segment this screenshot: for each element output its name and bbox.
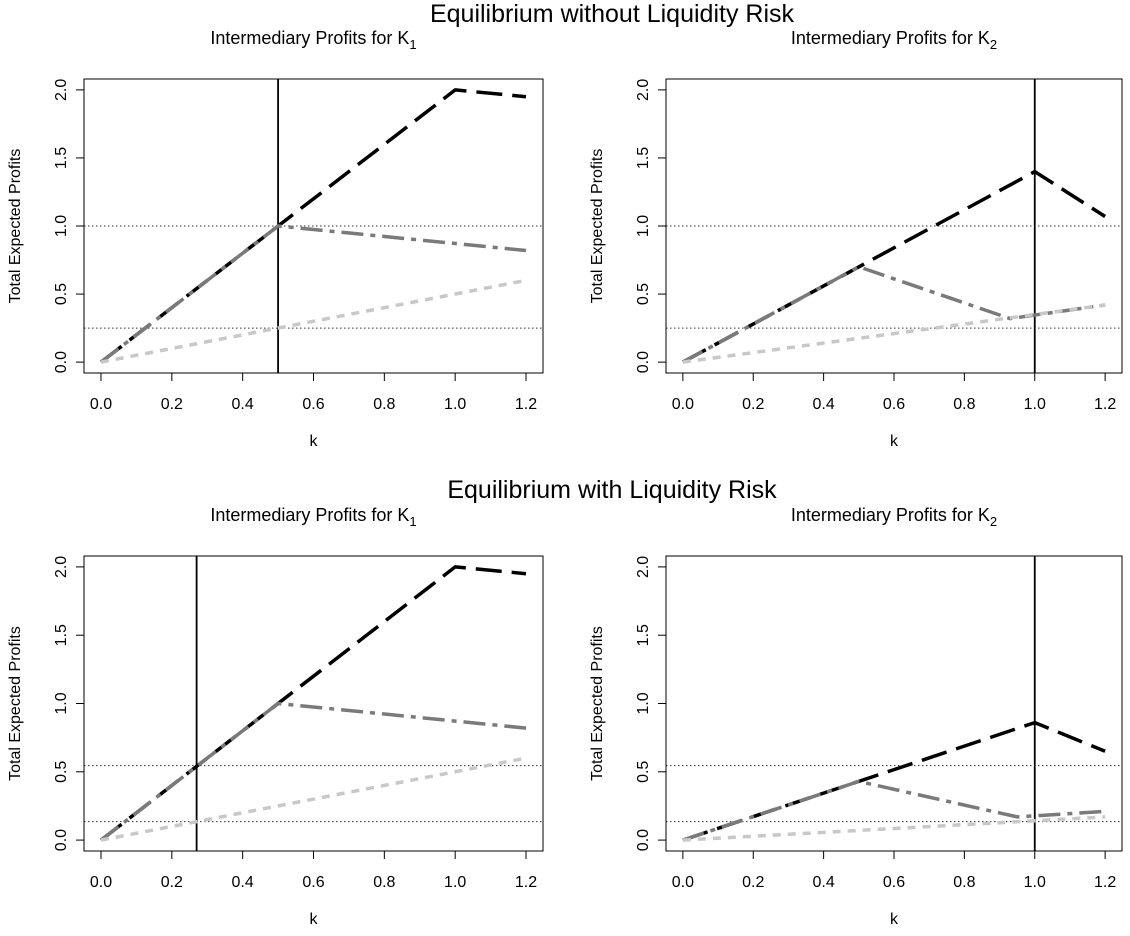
y-tick-label: 2.0 <box>53 556 70 578</box>
chart-panel-4: Intermediary Profits for K2 0.0 0.2 0.4 0.6 0… <box>589 505 1123 928</box>
x-tick-label: 0.2 <box>742 874 764 891</box>
series-line-2 <box>682 779 1106 842</box>
x-tick-label: 1.0 <box>1024 396 1046 413</box>
x-tick-label: 1.2 <box>1094 874 1116 891</box>
plot-area <box>665 555 1123 852</box>
x-tick-label: 0.2 <box>742 396 764 413</box>
x-tick-label: 0.8 <box>953 396 975 413</box>
series-line-3 <box>100 756 527 842</box>
x-tick-label: 0.4 <box>232 874 254 891</box>
x-tick-label: 0.6 <box>302 874 324 891</box>
x-tick-label: 1.2 <box>515 874 537 891</box>
y-tick-label: 0.0 <box>53 829 70 851</box>
x-tick-label: 0.6 <box>883 396 905 413</box>
x-tick-label: 0.8 <box>373 396 395 413</box>
x-tick-label: 0.2 <box>161 396 183 413</box>
y-tick-label: 1.5 <box>53 147 70 169</box>
panel-title: Intermediary Profits for K1 <box>210 505 416 529</box>
series-line-3 <box>100 278 527 364</box>
x-axis-label: k <box>310 433 319 450</box>
y-tick-label: 1.0 <box>53 692 70 714</box>
y-tick-label: 1.0 <box>635 692 652 714</box>
y-tick-label: 2.0 <box>53 79 70 101</box>
x-tick-label: 0.6 <box>302 396 324 413</box>
y-tick-label: 0.5 <box>53 761 70 783</box>
series-line-3 <box>682 815 1106 842</box>
series-line-2 <box>99 224 527 364</box>
series-line-1 <box>99 88 527 364</box>
y-tick-label: 1.0 <box>635 215 652 237</box>
panel-title: Intermediary Profits for K2 <box>791 28 997 52</box>
series-line-2 <box>99 701 527 842</box>
x-tick-label: 1.2 <box>1094 396 1116 413</box>
chart-panel-1: Intermediary Profits for K1 0.0 0.2 0.4 0.6 0… <box>7 28 544 450</box>
x-tick-label: 0.0 <box>672 874 694 891</box>
y-axis-label: Total Expected Profits <box>7 626 24 781</box>
series-line-1 <box>682 720 1106 842</box>
x-tick-label: 0.0 <box>672 396 694 413</box>
x-axis-label: k <box>890 433 899 450</box>
x-tick-label: 0.4 <box>232 396 254 413</box>
section-title-top: Equilibrium without Liquidity Risk <box>430 0 795 28</box>
plot-area <box>83 555 544 852</box>
y-axis-label: Total Expected Profits <box>589 149 606 304</box>
series-line-1 <box>99 565 527 842</box>
x-axis-label: k <box>890 911 899 928</box>
y-tick-label: 1.5 <box>53 624 70 646</box>
y-tick-label: 1.5 <box>635 147 652 169</box>
y-tick-label: 1.5 <box>635 624 652 646</box>
x-tick-label: 0.8 <box>373 874 395 891</box>
chart-panel-3: Intermediary Profits for K1 0.0 0.2 0.4 0.6 0… <box>7 505 544 928</box>
x-tick-label: 1.0 <box>1024 874 1046 891</box>
x-tick-label: 0.0 <box>90 396 112 413</box>
y-tick-label: 0.0 <box>53 351 70 373</box>
section-title-bottom: Equilibrium with Liquidity Risk <box>447 476 777 504</box>
x-tick-label: 0.4 <box>812 396 834 413</box>
x-tick-label: 1.0 <box>444 874 466 891</box>
panel-title: Intermediary Profits for K2 <box>791 505 997 529</box>
x-tick-label: 0.4 <box>812 874 834 891</box>
y-tick-label: 0.5 <box>53 283 70 305</box>
panel-title: Intermediary Profits for K1 <box>210 28 416 52</box>
y-axis-label: Total Expected Profits <box>589 626 606 781</box>
x-tick-label: 1.2 <box>515 396 537 413</box>
y-tick-label: 0.0 <box>635 351 652 373</box>
y-tick-label: 0.0 <box>635 829 652 851</box>
x-axis-label: k <box>310 911 319 928</box>
chart-panels: Intermediary Profits for K1 0.0 0.2 0.4 0.6 0… <box>7 28 1123 928</box>
y-tick-label: 0.5 <box>635 761 652 783</box>
chart-panel-2: Intermediary Profits for K2 0.0 0.2 0.4 0.6 0… <box>589 28 1123 450</box>
series-line-3 <box>682 303 1106 364</box>
y-tick-label: 1.0 <box>53 215 70 237</box>
x-tick-label: 0.6 <box>883 874 905 891</box>
y-tick-label: 2.0 <box>635 556 652 578</box>
x-tick-label: 0.8 <box>953 874 975 891</box>
y-axis-label: Total Expected Profits <box>7 149 24 304</box>
x-tick-label: 0.0 <box>90 874 112 891</box>
x-tick-label: 0.2 <box>161 874 183 891</box>
y-tick-label: 0.5 <box>635 283 652 305</box>
y-tick-label: 2.0 <box>635 79 652 101</box>
x-tick-label: 1.0 <box>444 396 466 413</box>
series-line-2 <box>682 265 1106 364</box>
